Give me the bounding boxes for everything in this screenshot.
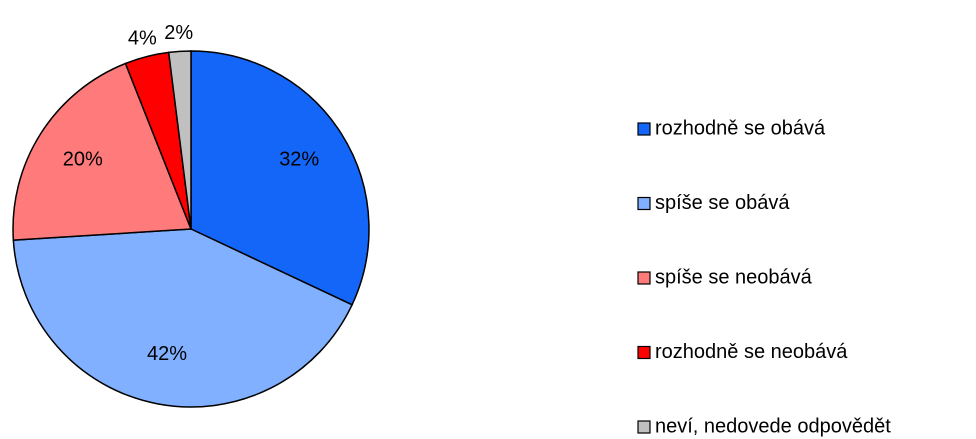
legend-swatch	[637, 420, 651, 434]
legend-label: rozhodně se neobává	[655, 341, 848, 363]
legend-label: rozhodně se obává	[655, 117, 826, 139]
legend-swatch	[637, 196, 651, 211]
pie-slice	[167, 50, 192, 230]
legend-label: spíše se obává	[655, 192, 790, 214]
pie-slice	[12, 228, 354, 408]
legend-swatch	[637, 345, 651, 360]
legend-label: spíše se neobává	[655, 266, 813, 288]
legend-swatch	[637, 271, 651, 285]
data-label: 4%	[128, 28, 157, 50]
pie-slice	[12, 62, 193, 241]
pie-slice	[190, 50, 370, 306]
legend-swatch	[637, 122, 651, 136]
data-label: 2%	[164, 22, 193, 44]
data-label: 32%	[279, 149, 319, 171]
legend-label: neví, nedovede odpovědět	[655, 415, 891, 437]
data-label: 20%	[63, 149, 103, 171]
data-label: 42%	[147, 343, 187, 365]
